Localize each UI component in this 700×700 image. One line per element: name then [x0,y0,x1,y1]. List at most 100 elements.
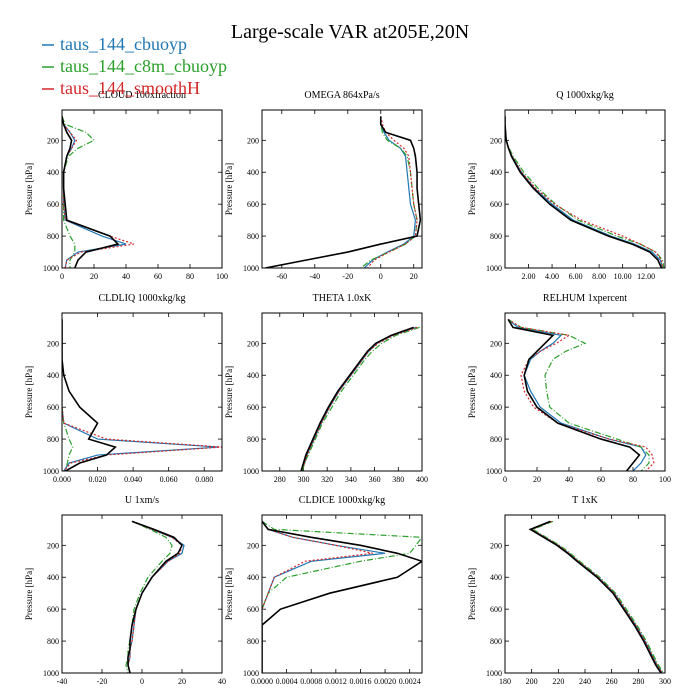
panel-title: CLDLIQ 1000xkg/kg [99,293,186,304]
profile-line [62,116,96,268]
x-tick-label: 0 [379,272,383,281]
x-tick-label: 40 [122,272,130,281]
panel-title: CLDICE 1000xkg/kg [299,495,385,506]
y-tick-label: 800 [247,435,259,444]
profile-line [507,318,650,471]
y-tick-label: 200 [247,339,259,348]
y-tick-label: 400 [47,168,59,177]
x-tick-label: 360 [369,475,381,484]
y-tick-label: 200 [490,541,502,550]
x-tick-label: 0.060 [160,475,178,484]
plot-frame [261,109,423,269]
profile-line [505,116,665,268]
y-tick-label: 800 [490,435,502,444]
y-tick-label: 800 [247,637,259,646]
profile-line [507,318,641,471]
x-tick-label: 0.0008 [300,677,322,686]
profile-line [125,520,173,673]
x-tick-label: 0.0004 [276,677,298,686]
profile-line [262,521,373,673]
y-tick-label: 400 [247,168,259,177]
x-tick-label: 260 [606,677,618,686]
panel-title: OMEGA 864xPa/s [304,90,379,101]
plot-lines [528,520,665,673]
x-tick-label: 8.00 [592,272,606,281]
y-tick-label: 1000 [43,264,59,273]
x-tick-label: 40 [565,475,573,484]
x-tick-label: -20 [97,677,108,686]
plot-lines [125,520,185,673]
x-tick-label: 300 [659,677,671,686]
profile-line [62,319,222,471]
x-tick-label: 60 [154,272,162,281]
panel-title: T 1xK [572,495,598,506]
profile-line [300,326,414,471]
y-tick-label: 400 [47,573,59,582]
x-tick-label: 20 [90,272,98,281]
panel-title: THETA 1.0xK [313,293,372,304]
x-tick-label: 60 [597,475,605,484]
y-tick-label: 800 [47,232,59,241]
profile-line [62,116,120,268]
profile-line [301,326,420,471]
y-tick-label: 600 [47,200,59,209]
plot-frame [261,514,423,674]
y-tick-label: 1000 [486,669,502,678]
x-tick-label: -40 [57,677,68,686]
plot-lines [62,116,135,268]
legend-label: taus_144_smoothH [60,78,200,98]
x-tick-label: 10.00 [614,272,632,281]
y-axis-label: Pressure [hPa] [24,366,34,418]
y-tick-label: 200 [247,136,259,145]
y-tick-label: 1000 [486,264,502,273]
profile-line [262,521,386,673]
x-tick-label: 0 [503,475,507,484]
profile-line [528,520,662,673]
x-tick-label: 240 [579,677,591,686]
profile-line [62,116,135,268]
x-tick-label: 300 [297,475,309,484]
y-tick-label: 1000 [43,467,59,476]
profile-line [127,520,185,673]
y-axis-label: Pressure [hPa] [224,568,234,620]
plot-frame [504,312,666,472]
profile-line [505,116,664,268]
panel: CLDICE 1000xkg/kg Pressure [hPa] 200 400 600… [224,495,423,686]
x-tick-label: 20 [178,677,186,686]
y-axis-label: Pressure [hPa] [224,163,234,215]
y-tick-label: 600 [490,605,502,614]
y-axis-label: Pressure [hPa] [224,366,234,418]
y-tick-label: 200 [490,136,502,145]
x-tick-label: 6.00 [569,272,583,281]
profile-line [530,520,663,673]
profile-line [363,116,417,268]
x-tick-label: 280 [274,475,286,484]
x-tick-label: 0.000 [53,475,71,484]
y-axis-label: Pressure [hPa] [24,568,34,620]
x-tick-label: 320 [321,475,333,484]
profile-line [127,520,183,673]
profile-line [265,116,422,268]
x-tick-label: 220 [552,677,564,686]
y-axis-label: Pressure [hPa] [467,163,477,215]
x-tick-label: -40 [309,272,320,281]
plot-frame [61,109,223,269]
x-tick-label: 4.00 [545,272,559,281]
x-tick-label: 40 [218,677,226,686]
y-tick-label: 400 [490,573,502,582]
y-tick-label: 600 [247,403,259,412]
plot-frame [504,109,666,269]
profile-line [262,520,422,673]
y-tick-label: 800 [490,232,502,241]
panel: CLDLIQ 1000xkg/kg Pressure [hPa] 200 400 600… [24,293,223,484]
profile-line [62,319,117,471]
profile-line [530,520,663,673]
profile-line [507,318,655,471]
y-tick-label: 800 [247,232,259,241]
x-tick-label: 380 [392,475,404,484]
y-tick-label: 1000 [243,264,259,273]
x-tick-label: 340 [345,475,357,484]
